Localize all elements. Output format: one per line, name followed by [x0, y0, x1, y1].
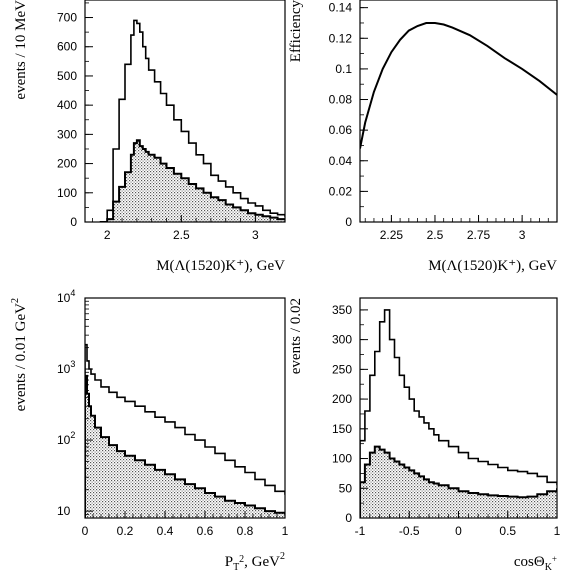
- y-tick-label: 0.08: [329, 93, 353, 107]
- x-tick-label: 0.2: [117, 524, 134, 538]
- y-tick-label: 300: [57, 127, 77, 141]
- y-tick-label: 103: [57, 359, 75, 376]
- panel-cos-theta: -1 -0.5 0 0.5 1 0 50 100 150 200 250 300 350 cosΘK+ ev…: [288, 297, 561, 573]
- series-step-hatched: [85, 374, 285, 518]
- x-tick-label: 0: [82, 524, 89, 538]
- y-tick-label: 0: [70, 215, 77, 229]
- y-tick-label: 350: [332, 303, 352, 317]
- x-tick-label: 2.25: [380, 228, 404, 242]
- y-tick-label: 104: [57, 288, 75, 305]
- y-axis-title-text: events / 0.01 GeV: [13, 303, 29, 411]
- plot-area: [85, 343, 285, 518]
- x-axis-title-text: P: [225, 554, 233, 570]
- x-axis-title-text: M(Λ(1520)K⁺), GeV: [156, 258, 285, 274]
- y-tick-label: 250: [332, 362, 352, 376]
- x-tick-label: 2: [104, 228, 111, 242]
- y-tick-base: 10: [57, 291, 71, 305]
- x-tick-label: 1: [554, 524, 561, 538]
- x-tick-label: 3: [519, 228, 526, 242]
- x-axis-title: cosΘK+: [514, 554, 557, 573]
- y-axis-title: events / 0.02: [288, 298, 304, 374]
- series-step-outline: [360, 309, 557, 518]
- series-step-hatched: [99, 139, 285, 222]
- x-tick-label: -1: [355, 524, 366, 538]
- panel-mass-spectrum: 2 2.5 3 0 100 200 300 400 500 600 700 M(Λ(1520)K⁺),…: [13, 0, 286, 274]
- plot-area: [360, 22, 557, 149]
- x-axis-title-subscript: T: [233, 562, 239, 573]
- y-axis-title-text: events / 10 MeV: [13, 0, 29, 100]
- y-axis-title-text: Efficiency: [288, 0, 304, 62]
- y-tick-label: 50: [339, 481, 353, 495]
- x-tick-label: 0.8: [237, 524, 254, 538]
- series-step-outline: [99, 19, 285, 222]
- plot-area: [99, 19, 285, 222]
- y-tick-label: 300: [332, 333, 352, 347]
- x-axis-title: M(Λ(1520)K⁺), GeV: [428, 258, 557, 274]
- x-tick-label: 0.6: [197, 524, 214, 538]
- y-tick-label: 0.04: [329, 154, 353, 168]
- y-tick-label: 200: [332, 392, 352, 406]
- x-tick-label: 0.4: [157, 524, 174, 538]
- y-axis-title: events / 0.01 GeV2: [10, 298, 29, 411]
- y-tick-label: 0: [345, 511, 352, 525]
- plot-frame: [84, 297, 286, 519]
- series-fill: [99, 140, 285, 222]
- y-axis-title-text: events / 0.02: [288, 298, 304, 374]
- x-tick-label: 0: [455, 524, 462, 538]
- y-tick-exponent: 2: [70, 430, 75, 440]
- x-axis-title-subsup: +: [552, 554, 557, 564]
- y-tick-label: 100: [332, 452, 352, 466]
- y-tick-label: 0.02: [329, 184, 353, 198]
- x-axis-title-text: M(Λ(1520)K⁺), GeV: [428, 258, 557, 274]
- y-axis-title-superscript: 2: [10, 298, 21, 303]
- series-line: [360, 22, 557, 149]
- x-axis-title-subscript: K: [545, 562, 553, 573]
- x-tick-label: 1: [282, 524, 289, 538]
- y-tick-exponent: 3: [70, 359, 75, 369]
- x-axis-title: M(Λ(1520)K⁺), GeV: [156, 258, 285, 274]
- panel-efficiency: 2.25 2.5 2.75 3 0 0.02 0.04 0.06 0.08 0.1 0.12 0.14…: [288, 0, 558, 274]
- series-fill: [85, 375, 285, 518]
- x-tick-label: 2.75: [467, 228, 491, 242]
- x-tick-label: 0.5: [499, 524, 516, 538]
- x-axis-title-superscript: 2: [239, 554, 244, 565]
- plot-frame: [359, 0, 558, 223]
- y-tick-base: 10: [57, 362, 71, 376]
- x-tick-label: 2.5: [173, 228, 190, 242]
- y-tick-label: 0.12: [329, 31, 353, 45]
- y-tick-label: 0.06: [329, 123, 353, 137]
- x-tick-label: 2.5: [427, 228, 444, 242]
- plot-frame: [84, 0, 286, 223]
- series-fill: [360, 446, 557, 518]
- y-tick-exponent: 4: [70, 288, 75, 298]
- y-tick-label: 0: [345, 215, 352, 229]
- y-axis-title: Efficiency: [288, 0, 304, 62]
- y-tick-label: 500: [57, 69, 77, 83]
- y-tick-label: 0.14: [329, 1, 353, 15]
- x-axis-title-rest: , GeV: [244, 554, 280, 570]
- y-tick-label: 600: [57, 40, 77, 54]
- x-axis-title: PT2, GeV2: [225, 551, 285, 573]
- y-tick-label: 700: [57, 11, 77, 25]
- y-tick-label: 10: [57, 504, 71, 518]
- y-tick-base: 10: [57, 433, 71, 447]
- y-tick-base: 10: [57, 504, 71, 518]
- series-step-outline: [85, 343, 285, 518]
- x-axis-title-text: cosΘ: [514, 554, 545, 570]
- y-tick-label: 200: [57, 157, 77, 171]
- y-axis-title: events / 10 MeV: [13, 0, 29, 100]
- y-tick-label: 400: [57, 98, 77, 112]
- y-tick-label: 0.1: [335, 62, 352, 76]
- y-tick-label: 102: [57, 430, 75, 447]
- x-tick-label: 3: [252, 228, 259, 242]
- plot-area: [360, 309, 557, 518]
- y-tick-label: 150: [332, 422, 352, 436]
- y-tick-label: 100: [57, 186, 77, 200]
- x-tick-label: -0.5: [399, 524, 420, 538]
- series-step-hatched: [360, 445, 557, 518]
- x-axis-title-rest-sup: 2: [280, 551, 285, 562]
